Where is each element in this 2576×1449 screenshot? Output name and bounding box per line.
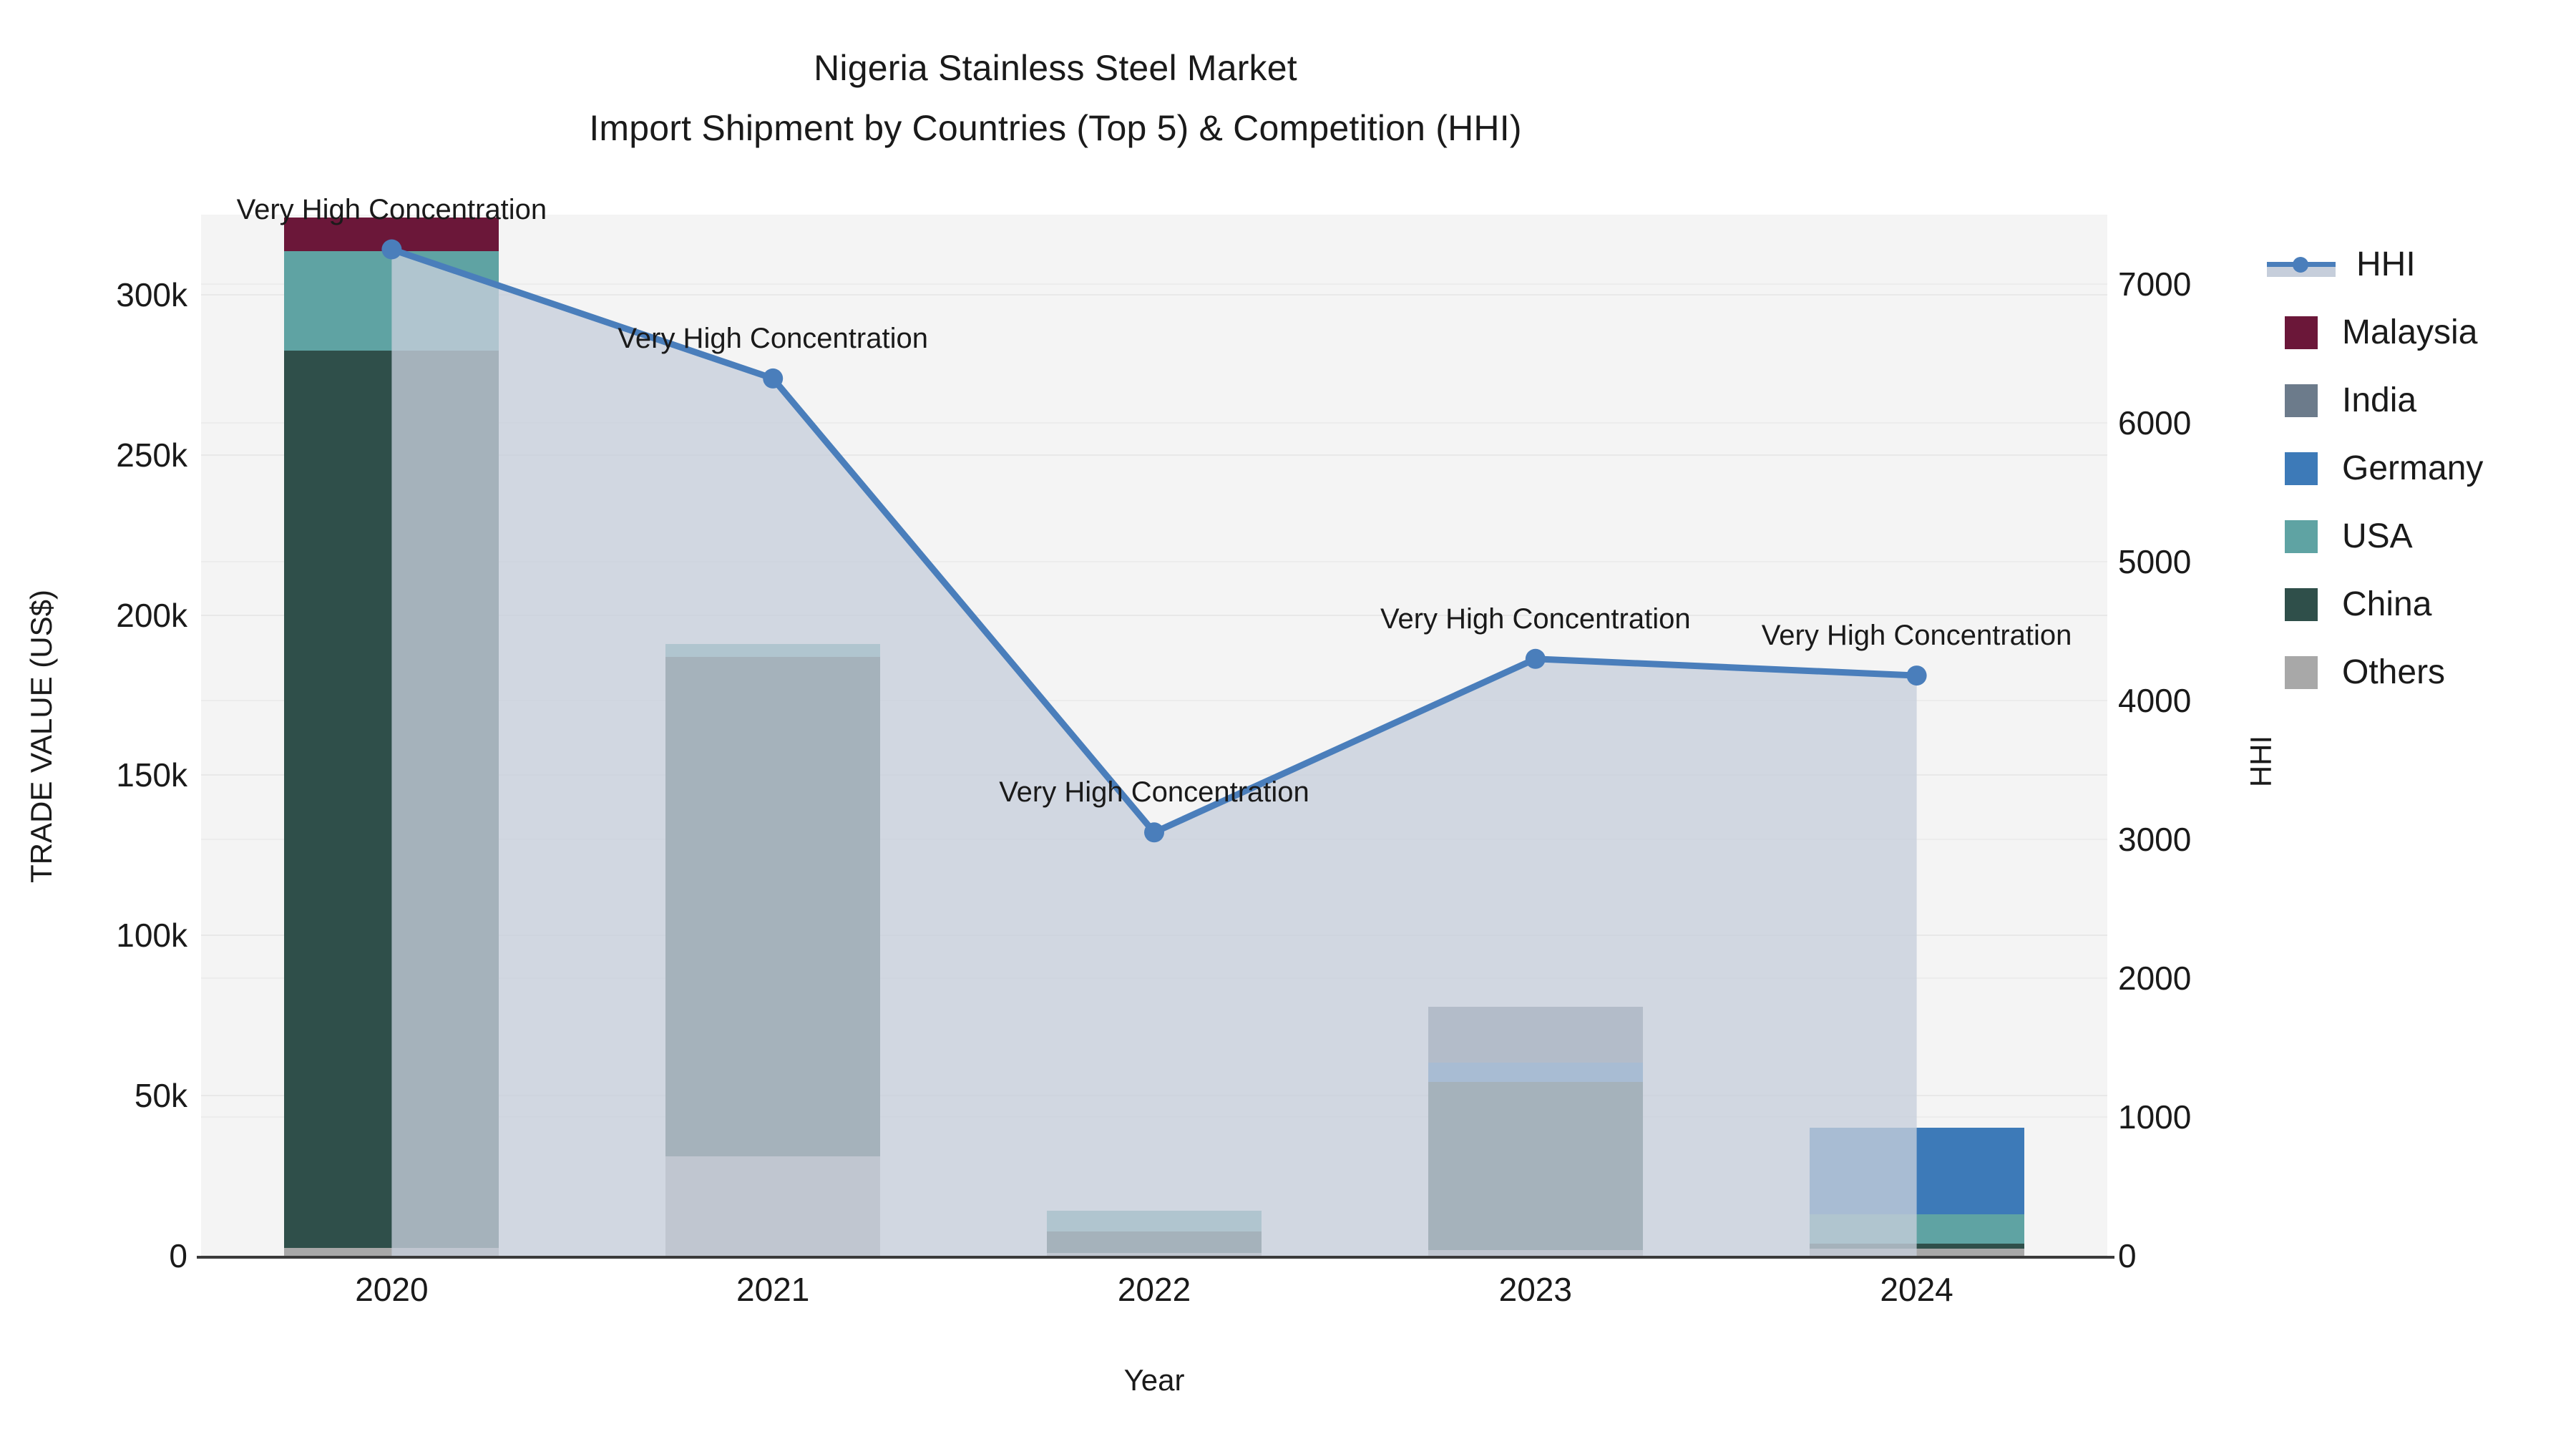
x-axis-tick-label: 2020 <box>355 1271 429 1308</box>
legend-item-label: USA <box>2342 517 2413 555</box>
y-axis-right-ticks: 0 1000 2000 3000 4000 5000 6000 7000 <box>2118 0 2404 1449</box>
y-axis-left-tick-label: 200k <box>116 596 187 634</box>
bar-segment[interactable] <box>665 643 881 657</box>
legend-item-hhi[interactable]: HHI <box>2258 230 2565 298</box>
y-axis-left-tick-label: 100k <box>116 917 187 955</box>
bar-segment[interactable] <box>1809 1214 2024 1244</box>
legend-item-usa[interactable]: USA <box>2258 502 2565 570</box>
legend-item-malaysia[interactable]: Malaysia <box>2258 298 2565 366</box>
legend-item-india[interactable]: India <box>2258 366 2565 434</box>
y-axis-left-tick-label: 250k <box>116 436 187 474</box>
bar-segment[interactable] <box>665 656 881 1157</box>
bar-segment[interactable] <box>1428 1081 1643 1250</box>
bar-segment[interactable] <box>1809 1243 2024 1249</box>
legend-swatch-icon <box>2285 519 2318 553</box>
bar-segment[interactable] <box>284 1247 499 1256</box>
y-axis-left-tick-label: 150k <box>116 756 187 794</box>
y-axis-right-tick-label: 0 <box>2118 1237 2137 1274</box>
legend-item-label: HHI <box>2356 245 2416 283</box>
hhi-point-annotation: Very High Concentration <box>236 193 547 225</box>
y-axis-left-tick-label: 0 <box>169 1237 187 1274</box>
y-axis-left-tick-label: 50k <box>134 1077 187 1115</box>
legend-item-label: Germany <box>2342 449 2484 487</box>
legend-swatch-icon <box>2285 316 2318 349</box>
chart-title-line-1: Nigeria Stainless Steel Market <box>814 48 1297 88</box>
legend-item-label: Malaysia <box>2342 313 2478 351</box>
y-axis-left-label: TRADE VALUE (US$) <box>24 590 58 883</box>
y-axis-right-tick-label: 6000 <box>2118 404 2192 441</box>
chart-legend: HHI Malaysia India Germany USA China Others <box>2258 230 2565 706</box>
bar-segment[interactable] <box>1047 1211 1262 1232</box>
legend-item-germany[interactable]: Germany <box>2258 434 2565 502</box>
y-axis-left-tick-label: 300k <box>116 275 187 313</box>
bar-segment[interactable] <box>1428 1063 1643 1082</box>
bar-segment[interactable] <box>1047 1231 1262 1253</box>
bar-segment[interactable] <box>665 1156 881 1256</box>
x-axis-tick-label: 2022 <box>1117 1271 1191 1308</box>
bar-segment[interactable] <box>284 351 499 1248</box>
bar-segment[interactable] <box>284 251 499 351</box>
y-axis-right-tick-label: 7000 <box>2118 265 2192 303</box>
x-axis-tick-label: 2023 <box>1498 1271 1572 1308</box>
legend-item-label: India <box>2342 381 2417 419</box>
hhi-point-annotation: Very High Concentration <box>618 322 928 354</box>
hhi-point-annotation: Very High Concentration <box>999 776 1309 809</box>
legend-line-icon <box>2267 248 2336 281</box>
x-axis-line <box>197 1256 2114 1259</box>
legend-item-others[interactable]: Others <box>2258 638 2565 706</box>
y-axis-right-tick-label: 1000 <box>2118 1098 2192 1136</box>
y-axis-right-tick-label: 4000 <box>2118 682 2192 719</box>
legend-item-china[interactable]: China <box>2258 570 2565 638</box>
legend-swatch-icon <box>2285 587 2318 621</box>
y-axis-right-tick-label: 3000 <box>2118 821 2192 858</box>
x-axis-tick-label: 2021 <box>736 1271 810 1308</box>
legend-item-label: Others <box>2342 653 2446 691</box>
x-axis-tick-label: 2024 <box>1880 1271 1953 1308</box>
legend-item-label: China <box>2342 585 2432 623</box>
bar-segment[interactable] <box>1809 1249 2024 1256</box>
y-axis-right-tick-label: 2000 <box>2118 960 2192 997</box>
bar-segment[interactable] <box>1428 1249 1643 1256</box>
chart-title: Nigeria Stainless Steel Market Import Sh… <box>0 50 2111 146</box>
x-axis-label: Year <box>1123 1363 1185 1397</box>
chart-title-line-2: Import Shipment by Countries (Top 5) & C… <box>589 108 1522 148</box>
hhi-point-annotation: Very High Concentration <box>1761 620 2072 652</box>
legend-swatch-icon <box>2285 452 2318 485</box>
hhi-point-annotation: Very High Concentration <box>1380 602 1691 635</box>
bar-segment[interactable] <box>1428 1006 1643 1063</box>
legend-swatch-icon <box>2285 384 2318 417</box>
legend-swatch-icon <box>2285 655 2318 689</box>
bar-segment[interactable] <box>1809 1128 2024 1215</box>
y-axis-right-tick-label: 5000 <box>2118 543 2192 580</box>
y-axis-left-ticks: 0 50k 100k 150k 200k 250k 300k <box>0 0 187 1449</box>
